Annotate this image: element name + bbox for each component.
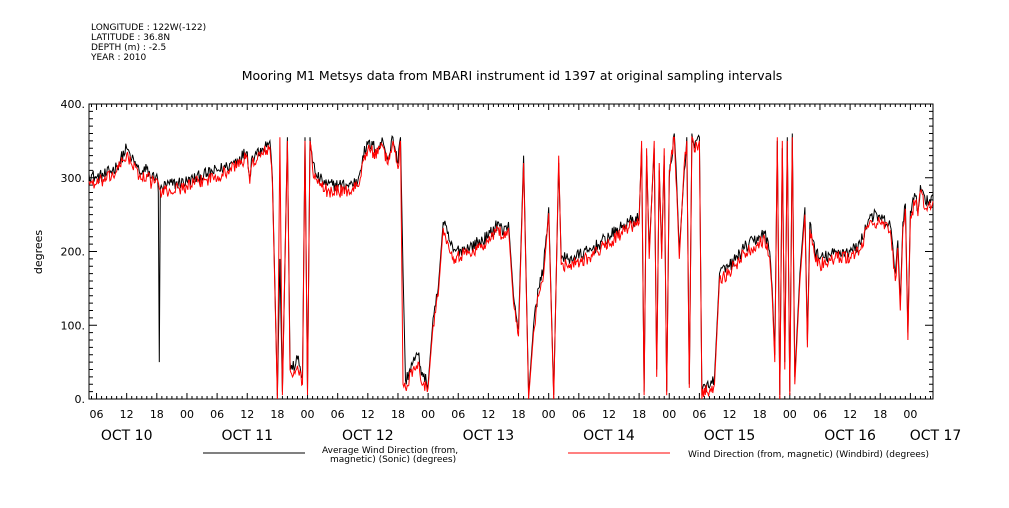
meta-longitude: LONGITUDE : 122W(-122)	[91, 23, 206, 33]
x-day-label: OCT 10	[101, 428, 153, 444]
x-hour-label: 12	[723, 408, 737, 421]
x-day-label: OCT 14	[583, 428, 635, 444]
x-hour-label: 06	[813, 408, 827, 421]
x-hour-label: 12	[843, 408, 857, 421]
x-hour-label: 06	[331, 408, 345, 421]
x-hour-label: 18	[391, 408, 405, 421]
x-hour-label: 12	[602, 408, 616, 421]
x-hour-label: 06	[90, 408, 104, 421]
x-hour-label: 12	[240, 408, 254, 421]
x-day-label: OCT 16	[824, 428, 876, 444]
plot-frame	[88, 103, 934, 400]
y-tick-label: 100.	[61, 319, 86, 332]
x-hour-label: 18	[873, 408, 887, 421]
meta-year: YEAR : 2010	[90, 53, 147, 63]
legend-label-sonic-line2: magnetic) (Sonic) (degrees)	[330, 455, 456, 465]
x-hour-label: 00	[421, 408, 435, 421]
x-hour-label: 12	[120, 408, 134, 421]
x-hour-label: 06	[451, 408, 465, 421]
legend-label-windbird: Wind Direction (from, magnetic) (Windbir…	[688, 450, 929, 460]
x-hour-label: 00	[903, 408, 917, 421]
ticks-layer	[89, 103, 933, 400]
x-hour-label: 12	[361, 408, 375, 421]
x-hour-label: 18	[150, 408, 164, 421]
x-hour-label: 18	[753, 408, 767, 421]
meta-latitude: LATITUDE : 36.8N	[91, 33, 170, 43]
legend-label-sonic-line1: Average Wind Direction (from,	[322, 446, 458, 456]
x-hour-label: 12	[481, 408, 495, 421]
series-line-windbird	[88, 135, 934, 400]
y-tick-label: 200.	[61, 246, 86, 259]
y-tick-label: 400.	[61, 98, 86, 111]
x-day-label: OCT 15	[704, 428, 756, 444]
x-hour-label: 00	[301, 408, 315, 421]
x-hour-label: 06	[572, 408, 586, 421]
series-layer	[88, 133, 934, 400]
x-hour-label: 00	[662, 408, 676, 421]
y-tick-label: 300.	[61, 172, 86, 185]
meta-depth: DEPTH (m) : -2.5	[91, 43, 166, 53]
x-hour-label: 06	[210, 408, 224, 421]
x-hour-label: 00	[180, 408, 194, 421]
x-day-label: OCT 11	[221, 428, 273, 444]
x-hour-label: 18	[632, 408, 646, 421]
x-hour-label: 00	[542, 408, 556, 421]
y-tick-label: 0.	[75, 393, 86, 406]
x-day-label: OCT 13	[463, 428, 515, 444]
chart-title: Mooring M1 Metsys data from MBARI instru…	[242, 68, 783, 83]
x-hour-label: 18	[512, 408, 526, 421]
x-hour-label: 06	[692, 408, 706, 421]
x-day-label: OCT 17	[910, 428, 962, 444]
x-day-label: OCT 12	[342, 428, 394, 444]
labels-layer: 0. 100. 200. 300. 400. 06 12 18 00 06 12 18 00 06 12 18…	[61, 98, 962, 444]
x-hour-label: 18	[270, 408, 284, 421]
legend: Average Wind Direction (from, magnetic) …	[203, 446, 929, 465]
x-hour-label: 00	[783, 408, 797, 421]
y-axis-label: degrees	[32, 230, 45, 275]
